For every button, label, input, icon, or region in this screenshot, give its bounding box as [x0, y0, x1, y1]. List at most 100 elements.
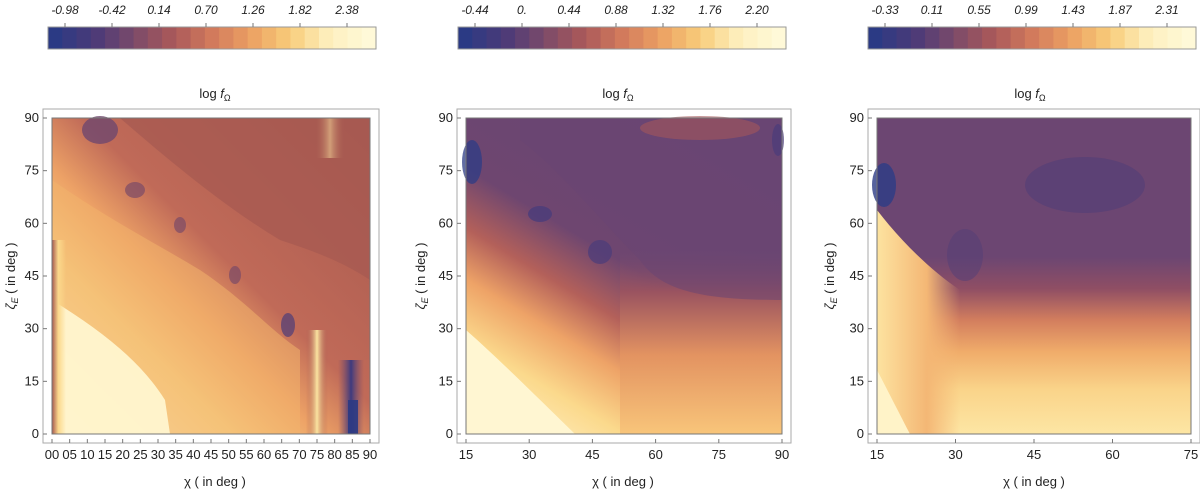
panel-3-title: log fΩ	[1014, 86, 1046, 103]
plot-3-light-region	[877, 370, 910, 434]
colorbar-swatch	[1053, 27, 1069, 49]
colorbar-swatch	[276, 27, 292, 49]
plot-1-dark-patch	[125, 182, 145, 198]
y-tick-label: 75	[850, 163, 864, 178]
colorbar-swatch	[600, 27, 616, 49]
colorbar-1-tick: 0.14	[147, 3, 171, 17]
colorbar-swatch	[361, 27, 377, 49]
colorbar-3-tick: -0.33	[871, 3, 899, 17]
y-tick-label: 30	[25, 321, 39, 336]
x-tick-label: 60	[1105, 447, 1119, 462]
colorbar-swatch	[743, 27, 759, 49]
colorbar-swatch	[147, 27, 163, 49]
x-tick-label: 15	[98, 447, 112, 462]
colorbar-2-tick: -0.44	[461, 3, 489, 17]
plot-1-stripe-light	[315, 118, 345, 158]
colorbar-swatch	[868, 27, 883, 49]
colorbar-swatch	[333, 27, 349, 49]
x-tick-label: 30	[522, 447, 536, 462]
x-tick-label: 85	[345, 447, 359, 462]
x-tick-label: 90	[775, 447, 789, 462]
plot-3-axes: 15 30 45 60 75 0 15 30 45 60 75 90	[850, 110, 1199, 462]
colorbar-swatch	[76, 27, 92, 49]
colorbar-3-tick: 0.11	[921, 3, 943, 17]
x-tick-label: 75	[1184, 447, 1198, 462]
x-tick-label: 15	[870, 447, 884, 462]
colorbar-swatch	[500, 27, 516, 49]
x-tick-label: 90	[363, 447, 377, 462]
colorbar-swatch	[290, 27, 306, 49]
y-tick-label: 45	[850, 268, 864, 283]
colorbar-swatch	[190, 27, 206, 49]
plot-1-light-region	[52, 300, 170, 434]
colorbar-swatch	[529, 27, 545, 49]
colorbar-swatch	[700, 27, 716, 49]
colorbar-swatch	[486, 27, 502, 49]
plot-2-axes: 15 30 45 60 75 90 0 15 30 45 60 75 90	[439, 110, 790, 462]
x-tick-label: 40	[186, 447, 200, 462]
x-tick-label: 30	[948, 447, 962, 462]
colorbar-swatch	[953, 27, 969, 49]
colorbar-swatch	[1081, 27, 1097, 49]
colorbar-swatch	[543, 27, 559, 49]
colorbar-swatch	[1110, 27, 1126, 49]
colorbar-swatch	[233, 27, 249, 49]
colorbar-swatch	[996, 27, 1012, 49]
plot-1	[42, 108, 380, 444]
x-tick-label: 80	[327, 447, 341, 462]
panel-1-title: log fΩ	[199, 86, 231, 103]
colorbar-2-tick: 1.32	[651, 3, 675, 17]
colorbar-3-tick: 2.31	[1154, 3, 1178, 17]
y-tick-label: 30	[850, 321, 864, 336]
x-tick-label: 20	[115, 447, 129, 462]
colorbar-swatch	[896, 27, 912, 49]
colorbar-3-frame	[867, 26, 1197, 50]
colorbar-swatch	[910, 27, 926, 49]
plot-2-dark-patch	[462, 140, 482, 184]
y-tick-label: 90	[439, 110, 453, 125]
plot-3	[867, 108, 1200, 444]
colorbar-1-tick: -0.42	[98, 3, 126, 17]
colorbar-swatch	[458, 27, 473, 49]
colorbar-3-tick: 0.99	[1014, 3, 1038, 17]
plot-1-dark-patch	[281, 313, 295, 337]
colorbar-swatch	[1181, 27, 1197, 49]
panel-2-xlabel: χ ( in deg )	[592, 474, 654, 489]
x-tick-label: 45	[204, 447, 218, 462]
colorbar-swatch	[1153, 27, 1169, 49]
y-tick-label: 75	[25, 163, 39, 178]
y-tick-label: 15	[25, 373, 39, 388]
x-tick-label: 00	[45, 447, 59, 462]
colorbar-1: -0.98 -0.42 0.14 0.70 1.26 1.82 2.38	[47, 3, 377, 50]
colorbar-swatch	[304, 27, 320, 49]
colorbar-swatch	[1138, 27, 1154, 49]
x-tick-label: 65	[274, 447, 288, 462]
colorbar-swatch	[133, 27, 149, 49]
colorbar-2-tick: 1.76	[698, 3, 722, 17]
y-tick-label: 60	[25, 215, 39, 230]
colorbar-3-tick: 1.87	[1108, 3, 1133, 17]
plot-2-dark-patch	[528, 206, 552, 222]
plot-2-purple-region	[520, 118, 782, 300]
colorbar-3-tick: 1.43	[1061, 3, 1085, 17]
y-tick-label: 60	[439, 215, 453, 230]
colorbar-swatch	[1067, 27, 1083, 49]
x-tick-label: 70	[292, 447, 306, 462]
colorbar-2: -0.44 0. 0.44 0.88 1.32 1.76 2.20	[457, 3, 787, 50]
x-tick-label: 35	[168, 447, 182, 462]
colorbar-swatch	[572, 27, 587, 49]
plot-1-stripe-light	[306, 330, 328, 434]
colorbar-swatch	[1010, 27, 1026, 49]
colorbar-1-tick: 1.26	[241, 3, 265, 17]
colorbar-1-tick: -0.98	[51, 3, 79, 17]
panel-1-ylabel: ζE ( in deg )	[3, 243, 20, 310]
colorbar-swatch	[119, 27, 135, 49]
colorbar-3-swatches	[868, 27, 1197, 49]
y-tick-label: 0	[446, 426, 453, 441]
plot-2-red-patch	[640, 116, 760, 140]
x-tick-label: 45	[1027, 447, 1041, 462]
colorbar-swatch	[882, 27, 898, 49]
colorbar-swatch	[347, 27, 363, 49]
colorbar-2-tick: 0.44	[557, 3, 581, 17]
